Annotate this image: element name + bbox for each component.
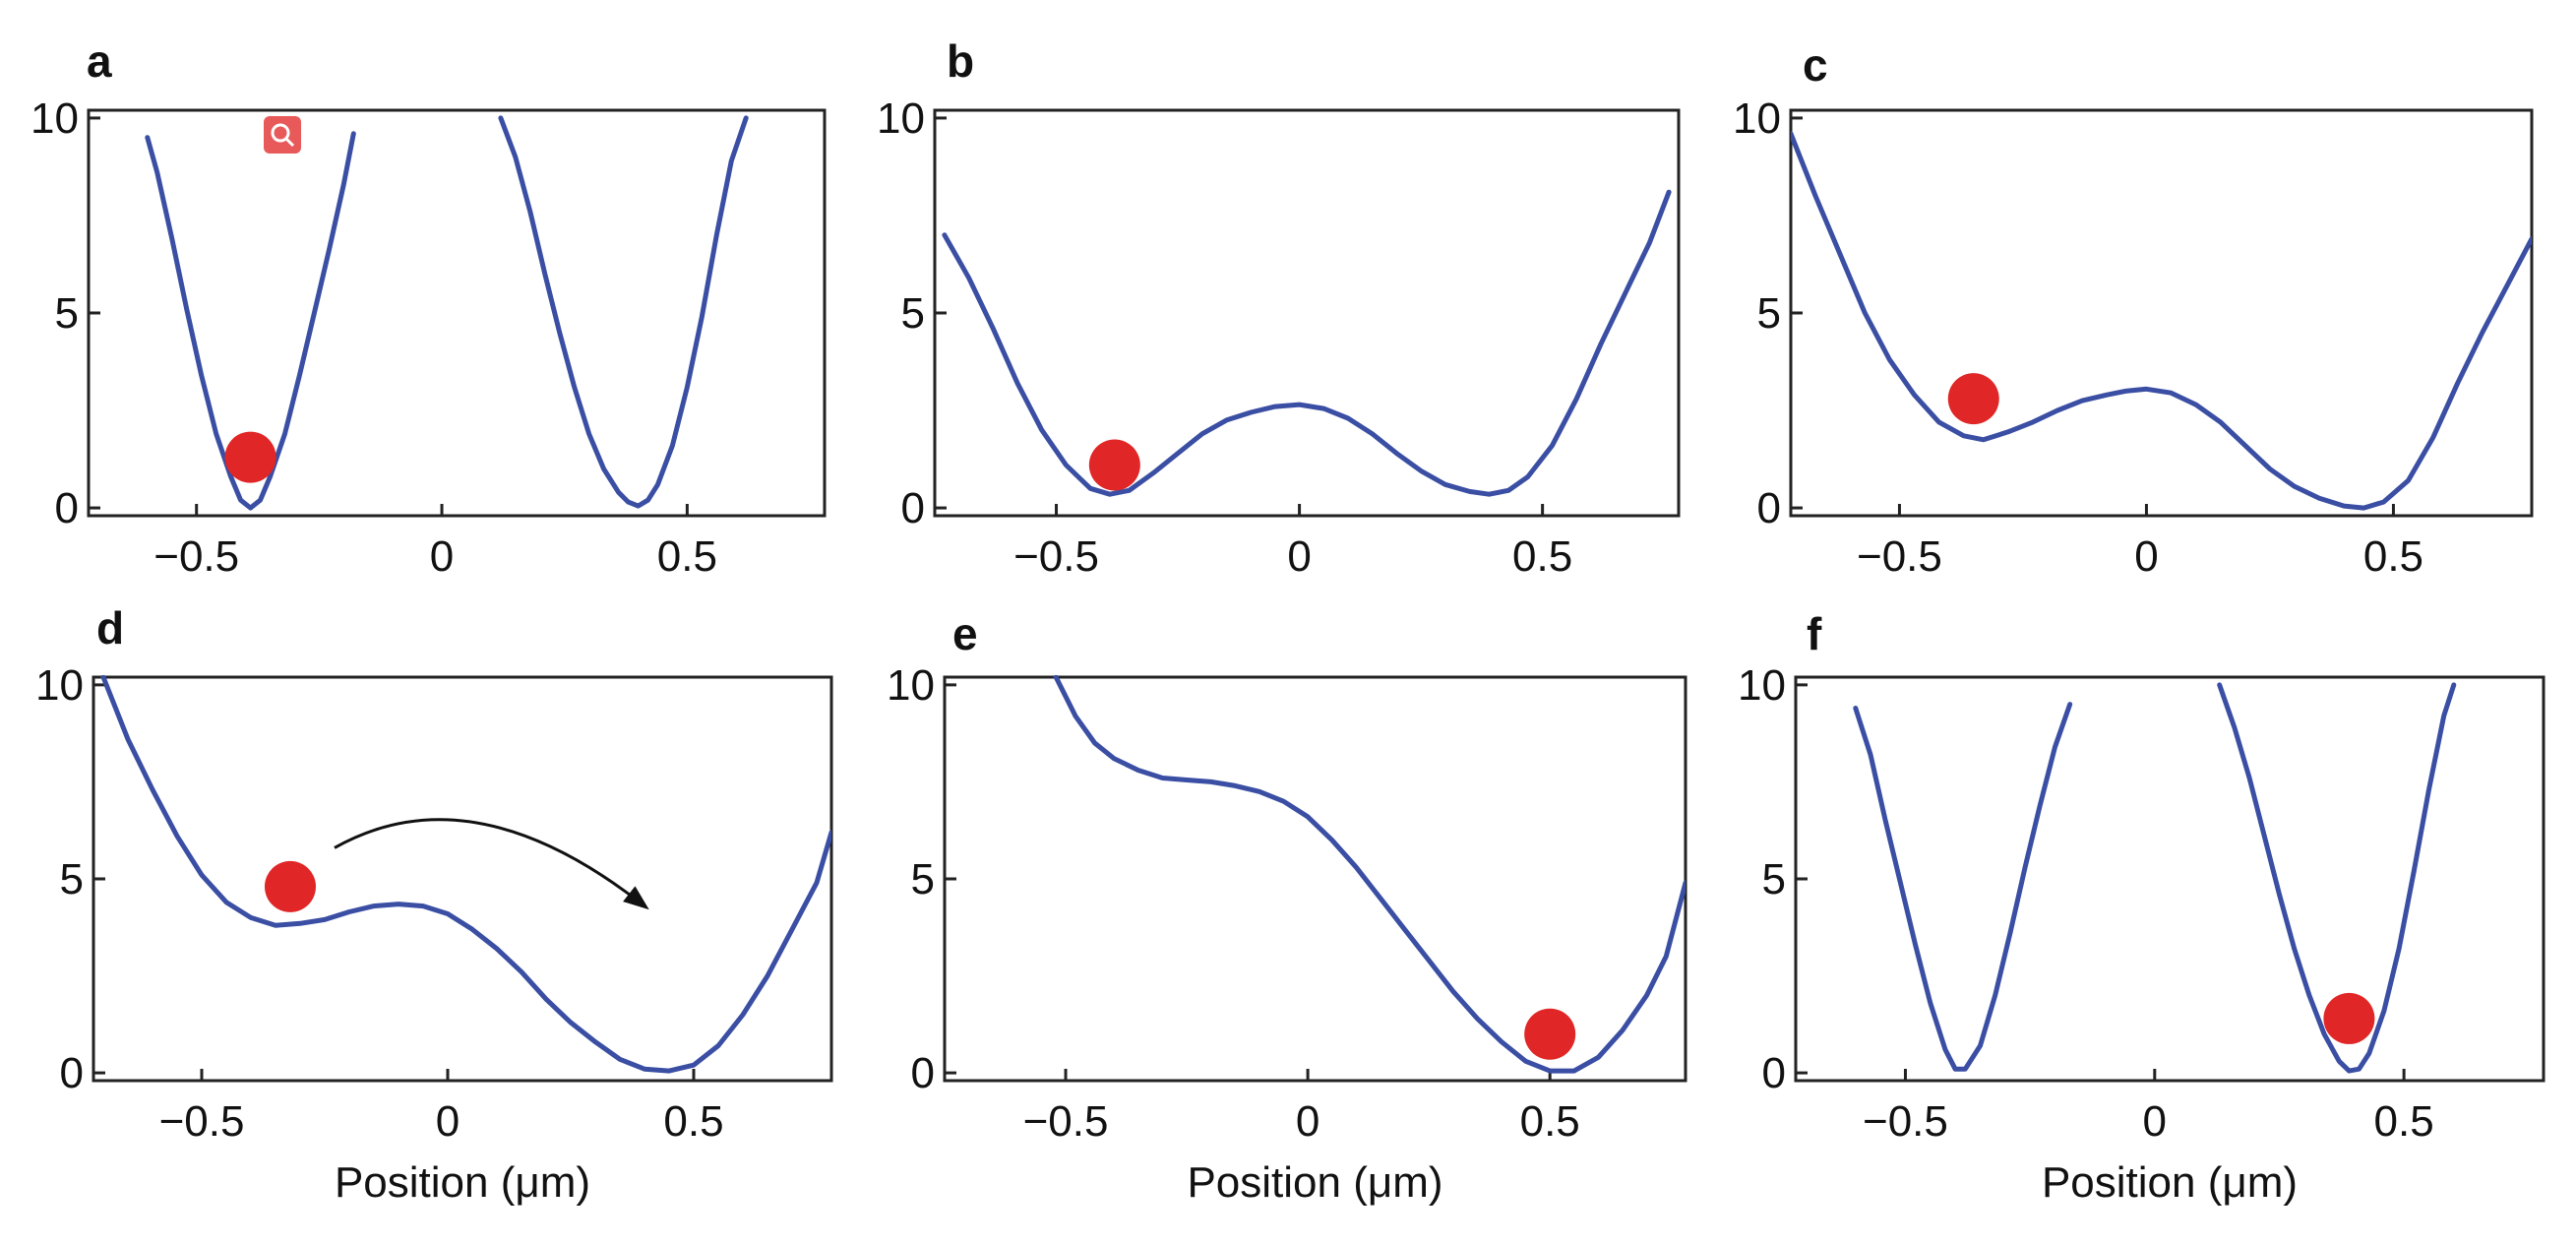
panel-d: d 0 5 10 −0.5 0 0.5 Position (μm): [35, 602, 833, 1207]
y-tick-label: 10: [1738, 661, 1786, 710]
arrowhead: [623, 886, 649, 910]
plot-frame: [1794, 675, 2545, 1083]
x-tick-label: 0.5: [663, 1097, 723, 1146]
y-tick-label: 5: [1757, 289, 1781, 338]
y-tick-label: 5: [1762, 855, 1786, 903]
potential-curve: [1791, 131, 2532, 511]
y-tick-label: 0: [911, 1049, 935, 1097]
x-tick-label: −0.5: [153, 532, 239, 581]
potential-curve: [1053, 675, 1686, 1074]
transition-arrow: [334, 818, 645, 907]
y-tick-label: 10: [877, 94, 925, 143]
potential-curve: [100, 675, 831, 1074]
search-badge[interactable]: [264, 116, 301, 154]
potential-curve: [145, 131, 356, 511]
y-tick-label: 5: [60, 855, 84, 903]
panel-letter: b: [947, 35, 974, 87]
y-tick-label: 0: [1762, 1049, 1786, 1097]
panel-b: b 0 5 10 −0.5 0 0.5: [877, 35, 1681, 581]
panel-letter: e: [952, 608, 978, 659]
potential-curve: [498, 115, 749, 509]
x-axis-title: Position (μm): [1187, 1158, 1442, 1207]
panel-a: a 0 5 10 −0.5 0 0.5: [31, 35, 827, 581]
particle-ball: [1947, 373, 1999, 425]
x-axis-title: Position (μm): [335, 1158, 590, 1207]
panel-e: e 0 5 10 −0.5 0 0.5 Position (μm): [887, 608, 1687, 1207]
particle-ball: [224, 431, 276, 483]
x-tick-label: 0: [2143, 1097, 2167, 1146]
panel-c: c 0 5 10 −0.5 0 0.5: [1733, 39, 2534, 581]
y-tick-label: 5: [55, 289, 79, 338]
particle-ball: [1524, 1008, 1576, 1060]
y-tick-label: 0: [60, 1049, 84, 1097]
y-tick-label: 10: [887, 661, 935, 710]
y-tick-label: 10: [35, 661, 84, 710]
particle-ball: [2323, 992, 2375, 1044]
plot-frame: [943, 675, 1687, 1083]
panel-letter: d: [96, 602, 124, 654]
x-tick-label: 0: [430, 532, 454, 581]
x-tick-label: −0.5: [1857, 532, 1942, 581]
plot-frame: [87, 108, 827, 518]
y-tick-label: 10: [1733, 94, 1781, 143]
x-tick-label: 0: [2134, 532, 2158, 581]
x-tick-label: 0.5: [1512, 532, 1572, 581]
search-badge-bg: [264, 116, 301, 154]
magnifier-icon: [271, 123, 295, 148]
x-tick-label: 0: [1296, 1097, 1319, 1146]
potential-curve: [2217, 682, 2457, 1074]
panel-letter: f: [1807, 608, 1822, 659]
x-tick-label: 0: [1287, 532, 1311, 581]
x-axis-title: Position (μm): [2042, 1158, 2298, 1207]
x-tick-label: 0.5: [1520, 1097, 1580, 1146]
y-tick-label: 0: [55, 484, 79, 532]
potential-curve: [942, 189, 1672, 497]
x-tick-label: −0.5: [1863, 1097, 1948, 1146]
y-tick-label: 5: [911, 855, 935, 903]
x-tick-label: 0.5: [657, 532, 717, 581]
panel-f: f 0 5 10 −0.5 0 0.5 Position (μm): [1738, 608, 2545, 1207]
x-tick-label: −0.5: [159, 1097, 245, 1146]
particle-ball: [265, 860, 316, 912]
particle-ball: [1088, 439, 1140, 491]
panel-letter: a: [87, 35, 112, 87]
x-tick-label: −0.5: [1013, 532, 1099, 581]
y-tick-label: 0: [1757, 484, 1781, 532]
x-tick-label: 0: [436, 1097, 460, 1146]
panel-letter: c: [1803, 39, 1828, 91]
x-tick-label: −0.5: [1023, 1097, 1109, 1146]
x-tick-label: 0.5: [2374, 1097, 2434, 1146]
y-tick-label: 0: [901, 484, 925, 532]
potential-curve: [1853, 702, 2073, 1072]
y-tick-label: 5: [901, 289, 925, 338]
y-tick-label: 10: [31, 94, 79, 143]
plot-frame: [933, 108, 1681, 518]
x-tick-label: 0.5: [2363, 532, 2423, 581]
